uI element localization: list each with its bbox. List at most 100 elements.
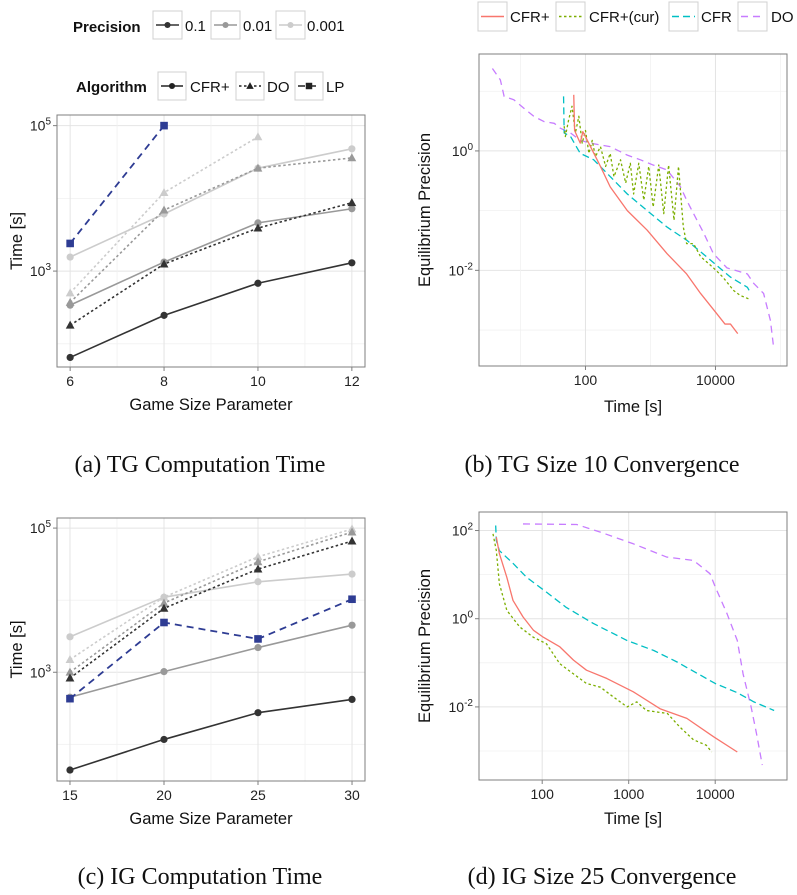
circle-marker: [66, 353, 74, 362]
square-marker: [348, 595, 356, 604]
triangle-marker: [159, 592, 169, 601]
circle-marker: [348, 145, 356, 153]
triangle-marker: [253, 564, 263, 573]
series-line-do: [491, 68, 775, 350]
series-group: [65, 524, 357, 774]
legend-convergence-charts: CFR+ CFR+(cur) CFR DO: [477, 1, 794, 32]
legend-key-do: DO: [737, 1, 794, 32]
plot-border: [478, 53, 788, 367]
tick-exponent: 0: [467, 142, 473, 153]
legend-key-precision-0.001: 0.001: [275, 10, 345, 40]
square-marker: [66, 239, 74, 248]
plot-background: [479, 512, 787, 780]
circle-marker: [66, 633, 74, 641]
x-axis-title: Time [s]: [604, 398, 662, 416]
legend-label: 0.1: [185, 18, 206, 35]
plot-border: [56, 114, 366, 368]
series-line-do: [522, 523, 763, 766]
y-tick-label: 103: [30, 663, 52, 680]
plot-background: [479, 54, 787, 366]
legend-key-algorithm-LP: LP: [294, 71, 344, 101]
series-line-cfr-cur-: [492, 533, 713, 753]
circle-marker: [66, 253, 74, 261]
legend-label: DO: [267, 79, 290, 96]
series-line-do-0-1: [69, 201, 353, 326]
triangle-marker: [253, 163, 263, 172]
series-line-cfr: [495, 525, 775, 712]
circle-marker: [168, 82, 176, 90]
tick-base: 10: [452, 523, 468, 539]
triangle-marker: [159, 598, 169, 607]
series-line-cfr-: [495, 536, 738, 753]
x-axis-title: Game Size Parameter: [129, 396, 293, 414]
triangle-marker: [347, 536, 357, 545]
legend-key-precision-0.01: 0.01: [210, 10, 272, 40]
square-marker: [160, 121, 168, 130]
triangle-marker: [159, 259, 169, 268]
caption-d: (d) IG Size 25 Convergence: [468, 864, 737, 890]
plot-border: [478, 511, 788, 781]
y-axis-title: Equilibrium Precision: [416, 569, 434, 723]
triangle-marker: [65, 673, 75, 682]
x-tick-label: 25: [250, 787, 266, 803]
tick-base: 10: [452, 611, 468, 627]
y-tick-label: 102: [452, 522, 474, 539]
series-line-cfr-0-1: [69, 262, 353, 359]
circle-marker: [254, 643, 262, 652]
x-tick-label: 15: [62, 787, 78, 803]
legend-key-precision-0.1: 0.1: [152, 10, 206, 40]
x-axis-title: Time [s]: [604, 810, 662, 828]
legend-label: LP: [326, 79, 344, 96]
legend-algorithm-title: Algorithm: [76, 79, 147, 96]
circle-marker: [254, 279, 262, 287]
circle-marker: [164, 21, 171, 29]
square-marker: [160, 618, 168, 627]
tick-exponent: 5: [45, 519, 51, 530]
tick-exponent: 5: [45, 117, 51, 128]
circle-marker: [254, 578, 262, 586]
square-marker: [305, 82, 313, 90]
x-axis-title: Game Size Parameter: [129, 810, 293, 828]
y-tick-label: 105: [30, 117, 52, 134]
tick-base: 10: [449, 699, 465, 715]
circle-marker: [348, 570, 356, 578]
triangle-marker: [159, 603, 169, 612]
y-tick-label: 10-2: [449, 261, 474, 278]
y-axis-title: Equilibrium Precision: [416, 133, 434, 287]
tick-exponent: -2: [464, 261, 473, 272]
x-tick-label: 8: [160, 373, 168, 389]
triangle-marker: [65, 667, 75, 676]
series-line-do-0-01: [69, 157, 352, 304]
tick-exponent: 2: [467, 522, 473, 533]
legend-key-cfr-cur-: CFR+(cur): [555, 1, 659, 32]
triangle-marker: [65, 297, 75, 306]
triangle-marker: [253, 223, 263, 232]
series-group: [491, 68, 775, 350]
legend-key-cfr-: CFR+: [477, 1, 550, 32]
circle-marker: [160, 311, 168, 319]
grid: [479, 512, 787, 780]
circle-marker: [66, 766, 74, 774]
square-marker: [66, 694, 74, 703]
series-line-cfr-0-001: [69, 573, 353, 638]
series-line-cfr-0-001: [69, 148, 353, 258]
legend-label: CFR+: [510, 9, 550, 26]
plot-border: [56, 517, 366, 782]
tick-exponent: -2: [464, 698, 473, 709]
y-axis-title: Time [s]: [8, 620, 26, 678]
legend-precision-title: Precision: [73, 19, 141, 36]
tick-exponent: 3: [45, 663, 51, 674]
circle-marker: [254, 709, 262, 717]
series-line-cfr-0-1: [69, 698, 353, 771]
legend-label: 0.001: [307, 18, 345, 35]
legend-label: 0.01: [243, 18, 272, 35]
tick-base: 10: [30, 263, 46, 279]
triangle-marker: [347, 527, 357, 536]
legend-key-cfr: CFR: [668, 1, 732, 32]
circle-marker: [160, 735, 168, 744]
x-tick-label: 10000: [696, 786, 735, 802]
